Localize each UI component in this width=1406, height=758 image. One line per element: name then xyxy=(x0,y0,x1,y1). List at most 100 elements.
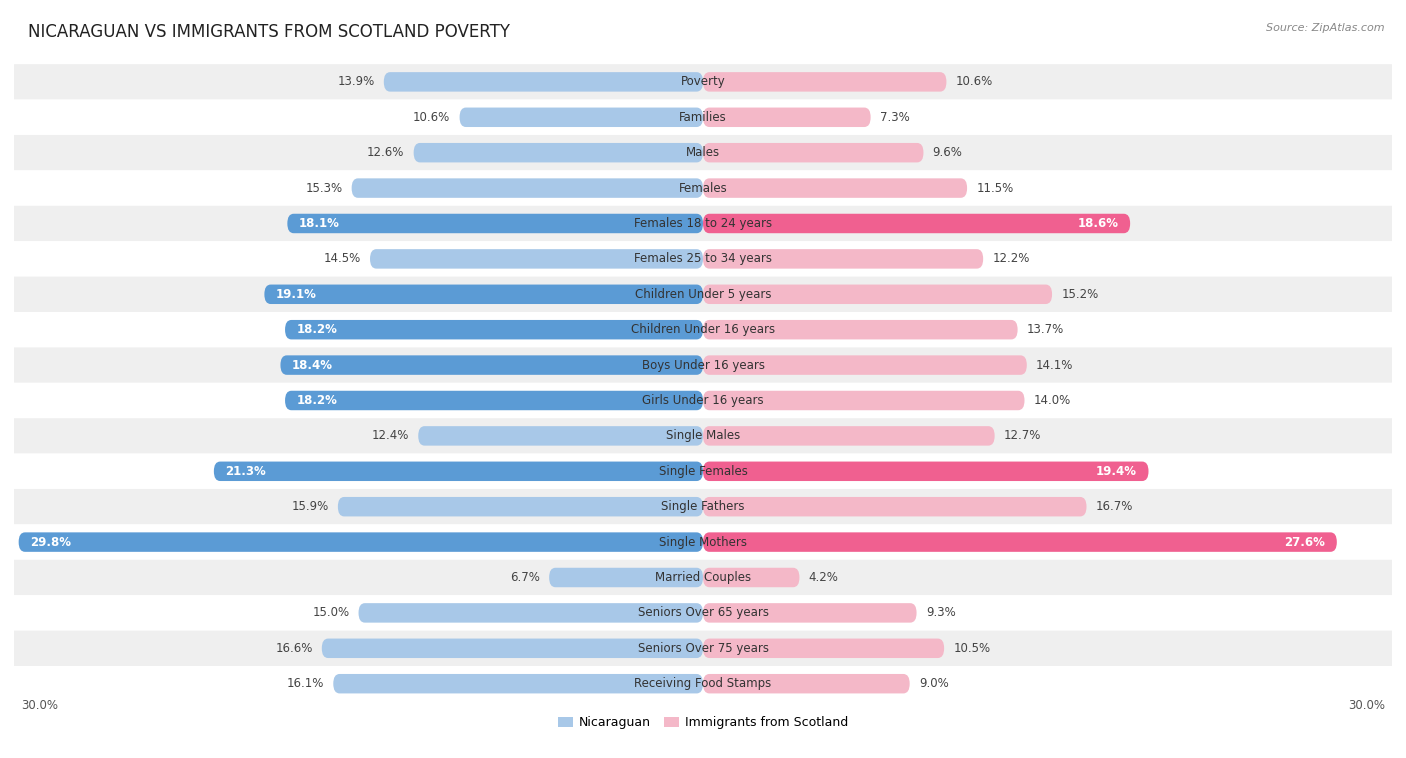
Text: 14.0%: 14.0% xyxy=(1033,394,1071,407)
Text: Families: Families xyxy=(679,111,727,124)
Text: 13.9%: 13.9% xyxy=(337,75,374,89)
FancyBboxPatch shape xyxy=(18,532,703,552)
FancyBboxPatch shape xyxy=(264,284,703,304)
FancyBboxPatch shape xyxy=(14,383,1392,418)
FancyBboxPatch shape xyxy=(703,638,945,658)
Text: Source: ZipAtlas.com: Source: ZipAtlas.com xyxy=(1267,23,1385,33)
FancyBboxPatch shape xyxy=(14,525,1392,560)
Text: Children Under 16 years: Children Under 16 years xyxy=(631,323,775,337)
Text: 19.4%: 19.4% xyxy=(1097,465,1137,478)
Text: Single Mothers: Single Mothers xyxy=(659,536,747,549)
FancyBboxPatch shape xyxy=(14,99,1392,135)
Text: 12.4%: 12.4% xyxy=(371,429,409,443)
Text: 12.7%: 12.7% xyxy=(1004,429,1042,443)
Text: 18.6%: 18.6% xyxy=(1077,217,1119,230)
Text: Married Couples: Married Couples xyxy=(655,571,751,584)
FancyBboxPatch shape xyxy=(703,320,1018,340)
Text: 18.1%: 18.1% xyxy=(299,217,340,230)
Text: Poverty: Poverty xyxy=(681,75,725,89)
FancyBboxPatch shape xyxy=(703,143,924,162)
FancyBboxPatch shape xyxy=(14,560,1392,595)
FancyBboxPatch shape xyxy=(322,638,703,658)
Text: 29.8%: 29.8% xyxy=(30,536,72,549)
FancyBboxPatch shape xyxy=(703,72,946,92)
Text: Seniors Over 75 years: Seniors Over 75 years xyxy=(637,642,769,655)
FancyBboxPatch shape xyxy=(460,108,703,127)
FancyBboxPatch shape xyxy=(333,674,703,694)
Text: 9.6%: 9.6% xyxy=(932,146,963,159)
FancyBboxPatch shape xyxy=(287,214,703,233)
Text: 15.3%: 15.3% xyxy=(305,182,343,195)
Legend: Nicaraguan, Immigrants from Scotland: Nicaraguan, Immigrants from Scotland xyxy=(553,711,853,735)
FancyBboxPatch shape xyxy=(14,666,1392,701)
Text: 30.0%: 30.0% xyxy=(1348,699,1385,713)
FancyBboxPatch shape xyxy=(14,135,1392,171)
Text: 30.0%: 30.0% xyxy=(21,699,58,713)
FancyBboxPatch shape xyxy=(14,489,1392,525)
FancyBboxPatch shape xyxy=(14,347,1392,383)
Text: Females 18 to 24 years: Females 18 to 24 years xyxy=(634,217,772,230)
FancyBboxPatch shape xyxy=(370,249,703,268)
Text: 9.3%: 9.3% xyxy=(925,606,956,619)
Text: Boys Under 16 years: Boys Under 16 years xyxy=(641,359,765,371)
Text: Single Fathers: Single Fathers xyxy=(661,500,745,513)
Text: 12.6%: 12.6% xyxy=(367,146,405,159)
Text: Girls Under 16 years: Girls Under 16 years xyxy=(643,394,763,407)
Text: 16.1%: 16.1% xyxy=(287,677,323,691)
FancyBboxPatch shape xyxy=(703,108,870,127)
Text: 6.7%: 6.7% xyxy=(510,571,540,584)
Text: 15.0%: 15.0% xyxy=(312,606,349,619)
FancyBboxPatch shape xyxy=(359,603,703,622)
FancyBboxPatch shape xyxy=(703,249,983,268)
FancyBboxPatch shape xyxy=(703,356,1026,374)
Text: 18.4%: 18.4% xyxy=(292,359,333,371)
Text: 15.9%: 15.9% xyxy=(291,500,329,513)
FancyBboxPatch shape xyxy=(14,241,1392,277)
FancyBboxPatch shape xyxy=(703,214,1130,233)
Text: 10.6%: 10.6% xyxy=(956,75,993,89)
FancyBboxPatch shape xyxy=(14,277,1392,312)
FancyBboxPatch shape xyxy=(550,568,703,587)
Text: 12.2%: 12.2% xyxy=(993,252,1029,265)
Text: 18.2%: 18.2% xyxy=(297,394,337,407)
Text: 15.2%: 15.2% xyxy=(1062,288,1098,301)
FancyBboxPatch shape xyxy=(14,312,1392,347)
FancyBboxPatch shape xyxy=(703,603,917,622)
Text: 16.7%: 16.7% xyxy=(1095,500,1133,513)
Text: 7.3%: 7.3% xyxy=(880,111,910,124)
FancyBboxPatch shape xyxy=(285,320,703,340)
FancyBboxPatch shape xyxy=(14,595,1392,631)
FancyBboxPatch shape xyxy=(214,462,703,481)
Text: 10.5%: 10.5% xyxy=(953,642,990,655)
Text: Females 25 to 34 years: Females 25 to 34 years xyxy=(634,252,772,265)
FancyBboxPatch shape xyxy=(352,178,703,198)
Text: Receiving Food Stamps: Receiving Food Stamps xyxy=(634,677,772,691)
FancyBboxPatch shape xyxy=(14,64,1392,99)
Text: 14.1%: 14.1% xyxy=(1036,359,1073,371)
Text: Females: Females xyxy=(679,182,727,195)
Text: Single Females: Single Females xyxy=(658,465,748,478)
FancyBboxPatch shape xyxy=(413,143,703,162)
FancyBboxPatch shape xyxy=(703,462,1149,481)
Text: Males: Males xyxy=(686,146,720,159)
FancyBboxPatch shape xyxy=(337,497,703,516)
Text: 16.6%: 16.6% xyxy=(276,642,312,655)
Text: 4.2%: 4.2% xyxy=(808,571,838,584)
Text: NICARAGUAN VS IMMIGRANTS FROM SCOTLAND POVERTY: NICARAGUAN VS IMMIGRANTS FROM SCOTLAND P… xyxy=(28,23,510,41)
Text: 13.7%: 13.7% xyxy=(1026,323,1064,337)
FancyBboxPatch shape xyxy=(703,497,1087,516)
Text: 10.6%: 10.6% xyxy=(413,111,450,124)
Text: Seniors Over 65 years: Seniors Over 65 years xyxy=(637,606,769,619)
FancyBboxPatch shape xyxy=(14,205,1392,241)
FancyBboxPatch shape xyxy=(703,178,967,198)
FancyBboxPatch shape xyxy=(14,631,1392,666)
Text: 27.6%: 27.6% xyxy=(1285,536,1326,549)
FancyBboxPatch shape xyxy=(703,284,1052,304)
FancyBboxPatch shape xyxy=(14,453,1392,489)
Text: 11.5%: 11.5% xyxy=(976,182,1014,195)
FancyBboxPatch shape xyxy=(703,426,994,446)
Text: Single Males: Single Males xyxy=(666,429,740,443)
FancyBboxPatch shape xyxy=(14,171,1392,205)
FancyBboxPatch shape xyxy=(703,568,800,587)
FancyBboxPatch shape xyxy=(418,426,703,446)
